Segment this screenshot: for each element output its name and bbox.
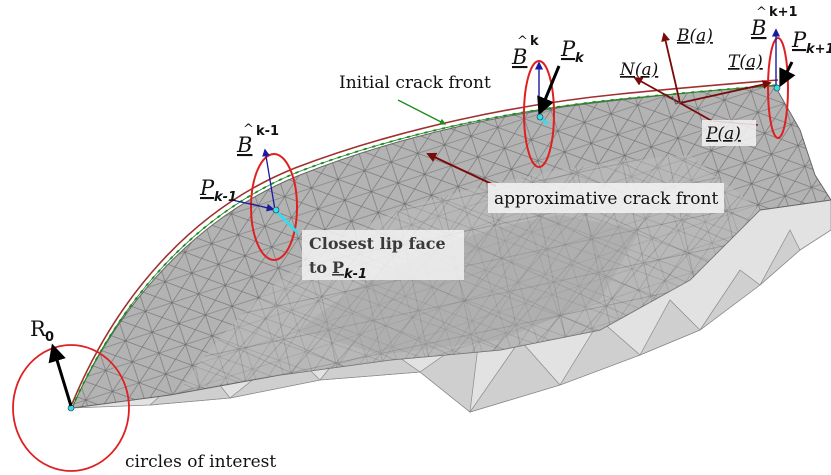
b-hat-km1-label: B	[236, 133, 252, 157]
b-hat-k-label: B	[511, 45, 527, 69]
b-hat-k-caret: ^	[517, 34, 528, 49]
p-k-sub: k	[575, 51, 585, 66]
closest-lip-face-label: Closest lip face	[309, 234, 446, 253]
closest-lip-face-sub: k-1	[344, 267, 367, 282]
initial-crack-front-pointer	[397, 99, 447, 125]
closest-lip-face-to: to	[309, 258, 327, 277]
approx-crack-front-label: approximative crack front	[494, 189, 718, 209]
approx-crack-front-pointer	[426, 152, 497, 187]
p-kp1-label: P	[791, 28, 807, 52]
circle-of-interest-r0	[12, 343, 130, 472]
r0-label: R	[30, 317, 47, 341]
p-kp1-sub: k+1	[806, 42, 831, 57]
p-k-label: P	[560, 37, 576, 61]
closest-lip-face-p: P	[332, 258, 344, 277]
closest-lip-face-box	[302, 230, 464, 280]
t-a-label: T(a)	[728, 52, 763, 72]
approx-crack-front-box	[488, 183, 724, 213]
b-a-label: B(a)	[676, 26, 713, 46]
p-km1-sub: k-1	[214, 190, 237, 205]
circle-of-interest-k-1	[231, 148, 300, 261]
r0-sub: 0	[45, 330, 54, 345]
b-hat-kp1-label: B	[750, 16, 766, 40]
circle-of-interest-k	[523, 60, 561, 168]
b-hat-km1-sup: k-1	[256, 124, 279, 139]
p-a-box	[702, 120, 756, 146]
b-hat-kp1-sup: k+1	[769, 5, 798, 20]
p-a-label: P(a)	[705, 124, 741, 144]
circles-of-interest-label: circles of interest	[125, 452, 276, 472]
b-hat-k-sup: k	[530, 34, 539, 49]
b-hat-km1-caret: ^	[243, 122, 254, 137]
p-km1-label: P	[199, 176, 215, 200]
b-hat-kp1-caret: ^	[756, 5, 767, 20]
approximative-crack-front-curve	[71, 79, 779, 405]
mesh-lower-surface	[71, 199, 831, 413]
n-a-label: N(a)	[619, 60, 658, 80]
initial-crack-front-label: Initial crack front	[339, 73, 491, 93]
